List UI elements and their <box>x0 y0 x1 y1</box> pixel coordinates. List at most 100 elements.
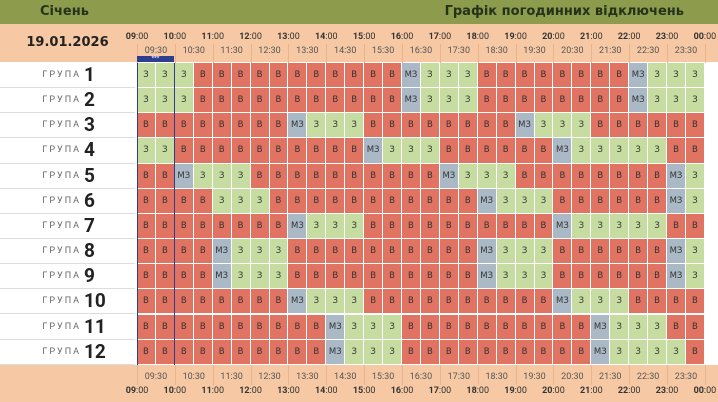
hour-line <box>553 365 555 385</box>
slot-cell: З <box>231 188 250 213</box>
minutes: :00 <box>287 386 300 396</box>
slot-cell: В <box>420 239 439 264</box>
slot-cell: В <box>137 113 155 138</box>
slot-cell: З <box>402 138 420 163</box>
slot-cell: В <box>345 138 364 163</box>
slot-cell: В <box>572 163 591 188</box>
slot-cell: З <box>155 138 174 163</box>
slot-cell: МЗ <box>326 314 345 339</box>
group-label: ГРУПА 11 <box>0 314 135 340</box>
slot-cell: З <box>458 63 477 88</box>
slot-cell: МЗ <box>402 88 420 113</box>
slot-cell: В <box>534 213 553 239</box>
slot-cell: В <box>288 239 307 264</box>
hour-line <box>629 44 631 63</box>
slot-cell: В <box>193 138 212 163</box>
slot-cell: В <box>402 239 420 264</box>
slot-cell: В <box>193 239 212 264</box>
slot-cell: В <box>212 339 231 364</box>
slot-cell: З <box>420 138 439 163</box>
slot-cell: В <box>667 289 685 314</box>
group-word: ГРУПА <box>42 321 81 332</box>
slot-cell: В <box>402 264 420 289</box>
slot-cell: В <box>155 289 174 314</box>
half-label: 14:30 <box>334 46 357 56</box>
group-number: 5 <box>84 163 95 187</box>
slot-cell: В <box>515 138 534 163</box>
slot-cell: В <box>402 289 420 314</box>
slot-cell: В <box>439 339 458 364</box>
slot-cell: МЗ <box>667 188 685 213</box>
slot-cell: В <box>174 138 193 163</box>
slot-cell: В <box>477 289 496 314</box>
slot-cell: В <box>458 264 477 289</box>
hour-line <box>364 365 366 385</box>
slot-cell: В <box>648 113 667 138</box>
hour-label: 23:00 <box>656 32 679 42</box>
hour-label: 00:00 <box>694 386 717 396</box>
hour: 13 <box>277 32 288 42</box>
hour: 13 <box>277 386 288 396</box>
slot-cell: З <box>572 289 591 314</box>
group-label: ГРУПА 1 <box>0 63 135 89</box>
slot-cell: В <box>610 113 629 138</box>
slot-cell: В <box>610 63 629 88</box>
half-label: 14:30 <box>334 372 357 382</box>
slot-cell: З <box>250 264 269 289</box>
half-label: 10:30 <box>182 372 205 382</box>
minutes: :00 <box>590 386 603 396</box>
slot-cell: МЗ <box>477 264 496 289</box>
half-label: 22:30 <box>636 372 660 382</box>
slot-cell: В <box>193 213 212 239</box>
slot-cell: В <box>515 213 534 239</box>
slot-cell: В <box>307 63 326 88</box>
slot-cell: В <box>326 188 345 213</box>
hour-label: 22:00 <box>618 32 641 42</box>
slot-cell: З <box>610 289 629 314</box>
hour-line <box>629 365 631 385</box>
slot-cell: В <box>231 138 250 163</box>
slot-cell: З <box>591 289 610 314</box>
hour: 17 <box>428 32 439 42</box>
minutes: :00 <box>438 386 452 396</box>
slot-cell: В <box>193 339 212 364</box>
slot-cell: В <box>383 239 401 264</box>
slot-cell: В <box>685 314 704 339</box>
slot-cell: МЗ <box>174 163 193 188</box>
slot-cell: МЗ <box>212 264 231 289</box>
current-border <box>137 63 138 365</box>
hour-line <box>174 44 176 63</box>
slot-cell: В <box>269 163 288 188</box>
slot-cell: З <box>269 264 288 289</box>
minutes: :00 <box>628 32 641 42</box>
slot-cell: В <box>307 88 326 113</box>
group-label: ГРУПА 4 <box>0 138 135 164</box>
slot-cell: В <box>383 163 401 188</box>
slot-cell: З <box>496 264 515 289</box>
slot-cell: В <box>534 138 553 163</box>
slot-cell: З <box>496 239 515 264</box>
group-word: ГРУПА <box>42 246 81 257</box>
slot-cell: В <box>174 213 193 239</box>
slot-cell: В <box>458 314 477 339</box>
slot-cell: В <box>553 314 572 339</box>
half-label: 20:30 <box>561 46 584 56</box>
slot-cell: З <box>155 88 174 113</box>
slot-cell: В <box>137 264 155 289</box>
half-label: 16:30 <box>409 372 433 382</box>
slot-cell: В <box>155 188 174 213</box>
slot-cell: В <box>269 314 288 339</box>
hour-label: 14:00 <box>315 386 338 396</box>
slot-cell: З <box>250 239 269 264</box>
slot-cell: В <box>231 289 250 314</box>
slot-cell: З <box>629 213 648 239</box>
slot-cell: В <box>345 88 364 113</box>
slot-cell: В <box>496 88 515 113</box>
slot-cell: В <box>383 213 401 239</box>
hour-label: 12:00 <box>239 32 262 42</box>
slot-cell: В <box>685 289 704 314</box>
slot-cell: З <box>610 138 629 163</box>
slot-cell: В <box>269 88 288 113</box>
minutes: :00 <box>363 386 376 396</box>
slot-cell: В <box>250 163 269 188</box>
